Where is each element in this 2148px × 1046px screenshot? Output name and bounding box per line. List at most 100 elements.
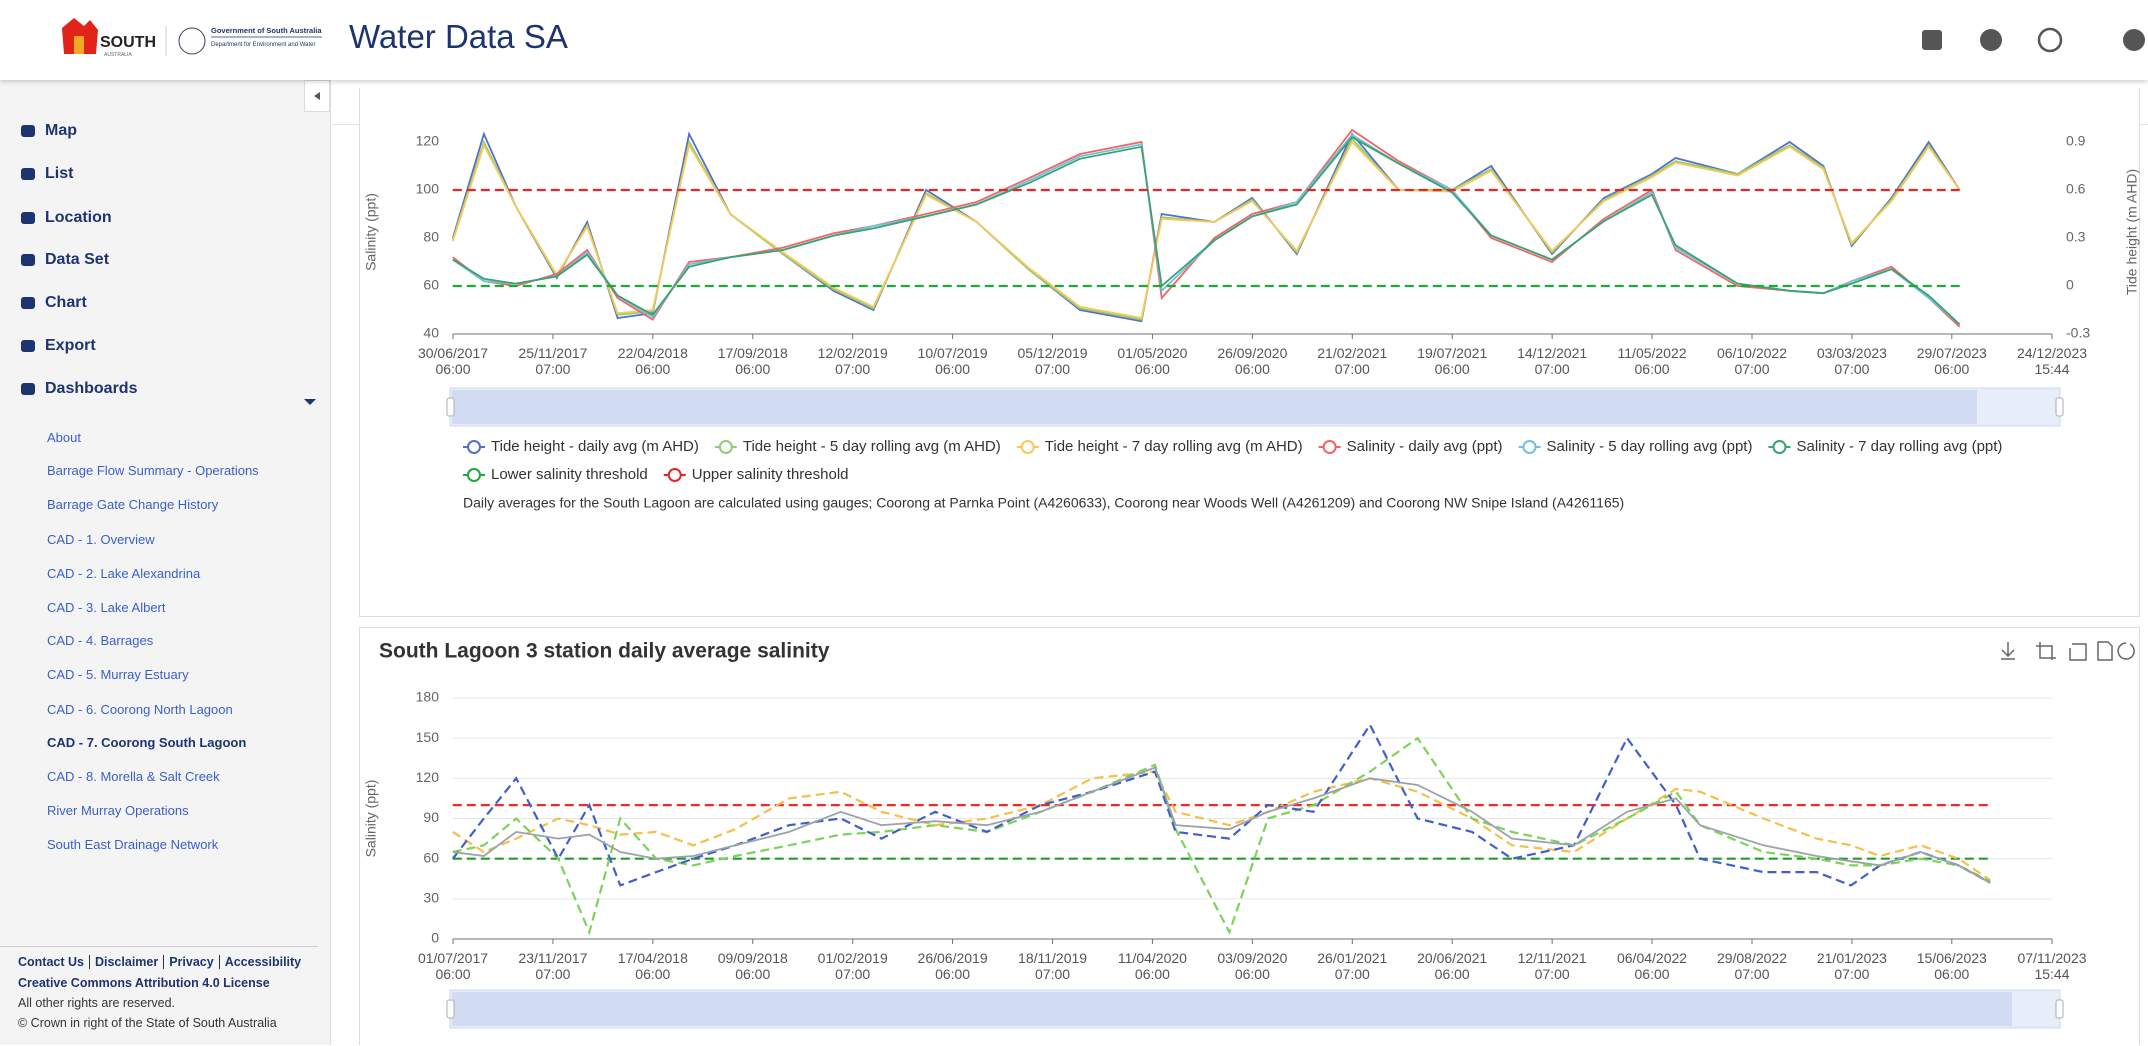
zoom-icon[interactable]	[2036, 642, 2056, 660]
collapse-button[interactable]	[304, 80, 330, 112]
help-icon[interactable]	[1980, 29, 2002, 51]
x-tick-label: 10/07/2019 06:00	[917, 345, 988, 377]
nav-icon	[21, 168, 35, 180]
y-tick-label: 90	[423, 809, 439, 825]
legend-item[interactable]: Tide height - daily avg (m AHD)	[463, 438, 699, 455]
x-tick-label: 29/08/2022 07:00	[1716, 950, 1788, 982]
x-tick-label: 18/11/2019 07:00	[1018, 950, 1088, 982]
legend-item[interactable]: Upper salinity threshold	[663, 466, 849, 483]
legend-item[interactable]: Salinity - daily avg (ppt)	[1318, 438, 1503, 455]
x-tick-label: 06/10/2022 07:00	[1716, 345, 1788, 377]
zoom-handle[interactable]	[446, 397, 455, 417]
x-tick-label: 03/09/2020 06:00	[1217, 950, 1288, 982]
license[interactable]: Creative Commons Attribution 4.0 License	[18, 976, 270, 990]
zoom-handle[interactable]	[2055, 999, 2064, 1019]
dashboard-link[interactable]: CAD - 2. Lake Alexandrina	[47, 566, 201, 581]
nav-label: Export	[45, 337, 96, 354]
zoom-reset-icon[interactable]	[2069, 643, 2087, 661]
y-tick-label: 60	[423, 849, 439, 865]
x-tick-label: 19/07/2021 06:00	[1417, 345, 1488, 377]
dashboard-link[interactable]: CAD - 3. Lake Albert	[47, 600, 166, 615]
legend-item[interactable]: Salinity - 5 day rolling avg (ppt)	[1518, 438, 1753, 455]
dashboard-link[interactable]: CAD - 1. Overview	[47, 532, 155, 547]
logo-sub: AUSTRALIA	[104, 52, 132, 58]
nav-icon	[21, 297, 35, 309]
language-icon[interactable]	[2037, 27, 2063, 53]
dashboard-link[interactable]: Barrage Gate Change History	[47, 497, 219, 512]
x-tick-label: 11/04/2020 06:00	[1117, 950, 1187, 982]
footer-link[interactable]: Contact Us	[18, 955, 90, 969]
collapse-icon	[314, 92, 320, 100]
dashboard-link[interactable]: CAD - 5. Murray Estuary	[47, 667, 189, 682]
x-tick-label: 07/11/2023 15:44	[2017, 950, 2087, 982]
nav-icon	[21, 254, 35, 266]
dashboard-link[interactable]: Barrage Flow Summary - Operations	[47, 463, 259, 478]
x-tick-label: 11/05/2022 06:00	[1617, 345, 1687, 377]
expand-caret[interactable]	[300, 391, 320, 411]
legend-swatch	[718, 440, 733, 454]
footer-link[interactable]: Privacy	[164, 955, 220, 969]
legend-item[interactable]: Salinity - 7 day rolling avg (ppt)	[1768, 438, 2002, 455]
x-tick-label: 29/07/2023 06:00	[1916, 345, 1987, 377]
restore-icon[interactable]	[2117, 642, 2135, 660]
y-tick-label: 180	[416, 689, 440, 705]
dashboard-link[interactable]: About	[47, 430, 81, 445]
nav-item[interactable]: Location	[19, 209, 112, 227]
series-line	[452, 128, 1961, 328]
zoom-handle[interactable]	[446, 999, 455, 1019]
nav-item[interactable]: Chart	[19, 294, 87, 312]
crown: © Crown in right of the State of South A…	[18, 1016, 277, 1030]
legend-label: Salinity - daily avg (ppt)	[1347, 438, 1503, 455]
nav-label: Map	[45, 122, 77, 139]
nav-icon	[21, 383, 35, 395]
y-tick-label: 80	[423, 229, 439, 245]
dashboard-link[interactable]: CAD - 4. Barrages	[47, 633, 154, 648]
zoom-window[interactable]	[452, 992, 2012, 1026]
footer-link[interactable]: Disclaimer	[89, 955, 165, 969]
nav-item[interactable]: List	[19, 165, 73, 183]
dashboard-link[interactable]: CAD - 6. Coorong North Lagoon	[47, 702, 233, 717]
data-view-icon[interactable]	[2097, 641, 2113, 661]
y2-tick-label: -0.3	[2066, 325, 2090, 341]
legend-swatch	[1322, 440, 1337, 454]
x-tick-label: 01/02/2019 07:00	[817, 950, 888, 982]
y-tick-label: 100	[416, 181, 440, 197]
dashboard-link[interactable]: CAD - 7. Coorong South Lagoon	[47, 735, 247, 750]
dashboard-link[interactable]: CAD - 8. Morella & Salt Creek	[47, 769, 220, 784]
legend-label: Tide height - 5 day rolling avg (m AHD)	[743, 438, 1001, 455]
nav-label: Data Set	[45, 251, 110, 268]
nav-icon	[21, 340, 35, 352]
nav-label: Chart	[45, 294, 87, 311]
nav-item[interactable]: Export	[19, 337, 96, 355]
y2-tick-label: 0.9	[2066, 133, 2086, 149]
legend-label: Tide height - daily avg (m AHD)	[491, 438, 699, 455]
nav-item[interactable]: Map	[19, 122, 77, 140]
footer-link[interactable]: Accessibility	[224, 955, 302, 969]
zoom-handle[interactable]	[2055, 397, 2064, 417]
legend-item[interactable]: Tide height - 5 day rolling avg (m AHD)	[714, 438, 1001, 455]
reports-icon[interactable]	[1922, 30, 1942, 50]
legend-swatch	[1522, 440, 1537, 454]
x-tick-label: 30/06/2017 06:00	[417, 345, 489, 377]
dept-text: Department for Environment and Water	[211, 42, 316, 48]
legend-item[interactable]: Tide height - 7 day rolling avg (m AHD)	[1016, 438, 1303, 455]
legend-item[interactable]: Lower salinity threshold	[463, 466, 648, 483]
y2-tick-label: 0	[2066, 277, 2074, 293]
y-tick-label: 120	[416, 769, 440, 785]
account-icon[interactable]	[2123, 29, 2145, 51]
sidebar: Map List Location Data Set Chart Export Dashbo…	[0, 80, 331, 1045]
nav-item[interactable]: Dashboards	[19, 380, 137, 398]
y-tick-label: 120	[416, 133, 440, 149]
dashboard-link[interactable]: River Murray Operations	[47, 803, 189, 818]
series-line	[451, 722, 1991, 887]
download-icon[interactable]	[2001, 642, 2015, 660]
app-title: Water Data SA	[349, 18, 568, 55]
nav-item[interactable]: Data Set	[19, 251, 109, 269]
series-line	[451, 137, 1961, 321]
x-tick-label: 25/11/2017 07:00	[518, 345, 588, 377]
zoom-window[interactable]	[452, 390, 1977, 424]
header: SOUTH AUSTRALIA Government of South Aust…	[0, 0, 2148, 80]
dashboard-link[interactable]: South East Drainage Network	[47, 837, 219, 852]
chart-panel: 40 60 80 100 120 -0.3 0 0.3 0.6 0.9 Salinity (ppt)…	[359, 88, 2140, 617]
